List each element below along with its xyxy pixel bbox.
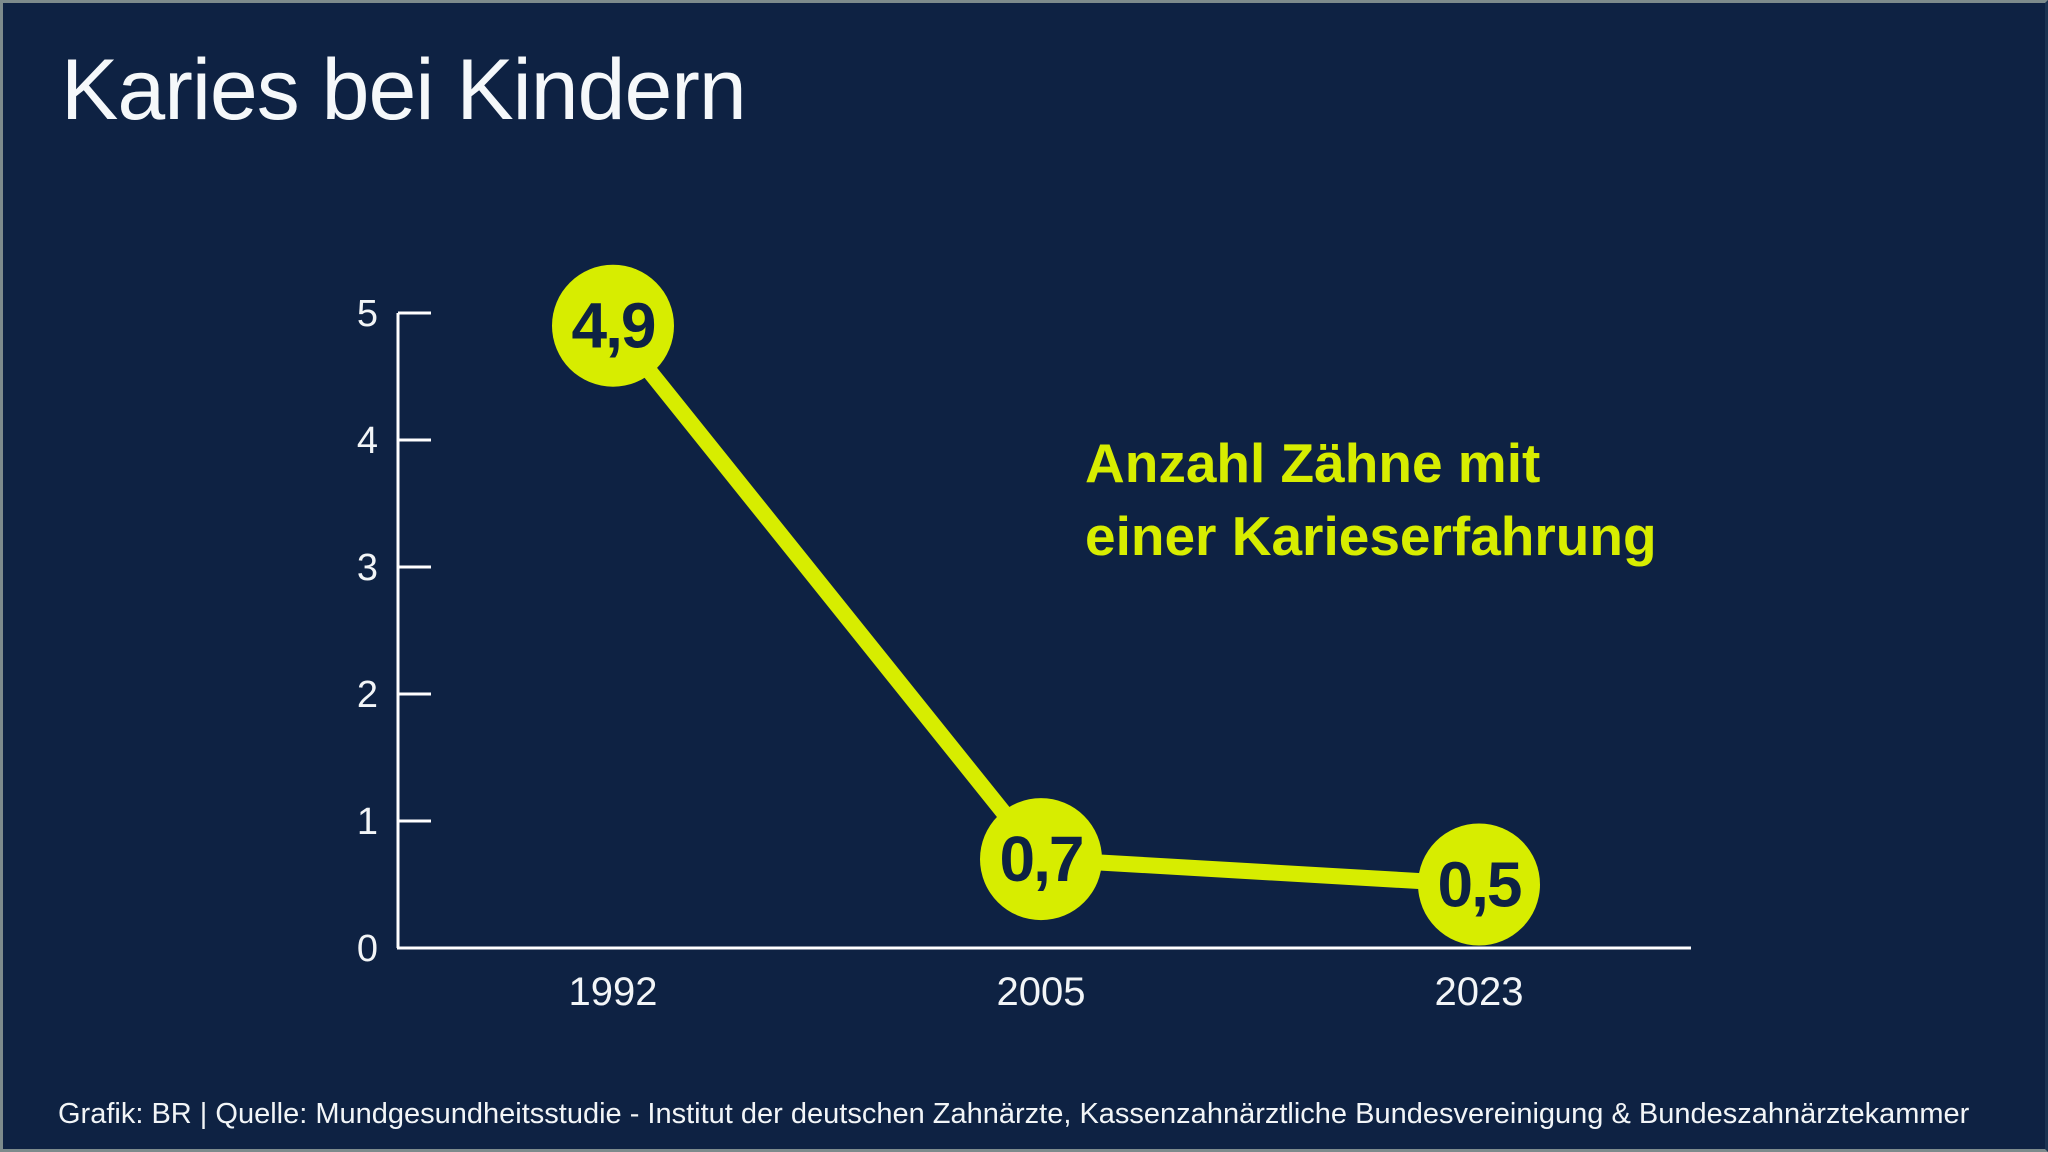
y-axis-tick-label: 0 [357,928,378,970]
data-point-label: 0,5 [1438,849,1521,921]
data-point-label: 4,9 [572,290,655,362]
data-point-marker [980,798,1102,921]
data-point-marker [1418,823,1540,946]
data-point-marker [552,264,674,387]
y-axis-tick-label: 2 [357,674,378,716]
chart-annotation-line-2: einer Karieserfahrung [1085,505,1657,567]
y-axis-tick-label: 1 [357,801,378,843]
chart-annotation: Anzahl Zähne mit einer Karieserfahrung [1085,427,1657,573]
x-axis-category-label: 2023 [1435,970,1524,1014]
y-axis-tick-label: 3 [357,547,378,589]
source-credit: Grafik: BR | Quelle: Mundgesundheitsstud… [58,1098,1970,1130]
chart-annotation-line-1: Anzahl Zähne mit [1085,432,1541,494]
y-axis-tick-label: 4 [357,420,378,462]
x-axis-category-label: 1992 [569,970,658,1014]
y-axis-tick-label: 5 [357,293,378,335]
page-title: Karies bei Kindern [61,42,747,138]
caries-line-chart: 0 1 2 3 4 5 1992 2005 2023 4,9 0,7 0,5 [357,264,1691,1014]
x-axis-category-label: 2005 [997,970,1086,1014]
data-point-label: 0,7 [1000,823,1083,895]
